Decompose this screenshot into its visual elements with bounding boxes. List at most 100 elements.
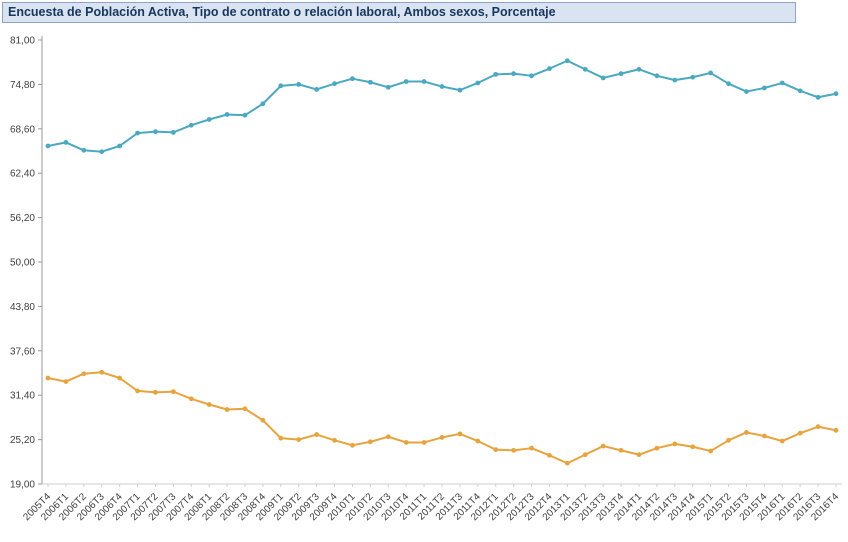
data-point-serie-superior-teal bbox=[457, 87, 463, 93]
data-point-serie-inferior-orange bbox=[618, 447, 624, 453]
data-point-serie-superior-teal bbox=[690, 74, 696, 80]
y-tick-label: 50,00 bbox=[10, 258, 35, 269]
data-point-serie-inferior-orange bbox=[511, 447, 517, 453]
data-point-serie-superior-teal bbox=[403, 79, 409, 84]
data-point-serie-superior-teal bbox=[421, 79, 427, 84]
data-point-serie-inferior-orange bbox=[672, 441, 678, 447]
y-tick-label: 56,20 bbox=[10, 213, 35, 224]
y-tick-label: 62,40 bbox=[10, 169, 35, 180]
data-point-serie-superior-teal bbox=[672, 77, 678, 83]
data-point-serie-inferior-orange bbox=[654, 445, 660, 451]
data-point-serie-superior-teal bbox=[81, 147, 87, 153]
y-tick-label: 31,40 bbox=[10, 391, 35, 402]
data-point-serie-superior-teal bbox=[564, 58, 570, 64]
data-point-serie-inferior-orange bbox=[224, 407, 230, 412]
data-point-serie-superior-teal bbox=[511, 71, 517, 77]
data-point-serie-inferior-orange bbox=[278, 435, 284, 441]
data-point-serie-inferior-orange bbox=[744, 430, 749, 435]
data-point-serie-inferior-orange bbox=[296, 437, 302, 442]
data-point-serie-inferior-orange bbox=[332, 437, 337, 443]
series-line-serie-inferior-orange bbox=[47, 371, 837, 465]
data-point-serie-superior-teal bbox=[45, 143, 51, 149]
data-point-serie-inferior-orange bbox=[600, 443, 606, 449]
data-point-serie-inferior-orange bbox=[314, 432, 320, 437]
y-tick-label: 43,80 bbox=[10, 302, 35, 313]
data-point-serie-inferior-orange bbox=[153, 389, 158, 395]
data-point-serie-inferior-orange bbox=[421, 440, 427, 445]
data-point-serie-superior-teal bbox=[547, 66, 552, 72]
data-point-serie-superior-teal bbox=[332, 81, 337, 87]
data-point-serie-superior-teal bbox=[744, 89, 749, 94]
data-point-serie-superior-teal bbox=[582, 66, 588, 72]
data-point-serie-inferior-orange bbox=[206, 402, 212, 407]
data-point-serie-superior-teal bbox=[439, 84, 445, 89]
data-point-serie-inferior-orange bbox=[170, 389, 176, 395]
data-point-serie-inferior-orange bbox=[260, 417, 266, 423]
data-point-serie-superior-teal bbox=[618, 71, 624, 77]
data-point-serie-inferior-orange bbox=[564, 460, 570, 466]
data-point-serie-inferior-orange bbox=[81, 371, 87, 377]
data-point-serie-inferior-orange bbox=[529, 445, 534, 451]
data-point-serie-inferior-orange bbox=[779, 438, 785, 444]
data-point-serie-inferior-orange bbox=[493, 447, 499, 453]
data-point-serie-superior-teal bbox=[188, 122, 194, 128]
data-point-serie-superior-teal bbox=[797, 88, 803, 94]
data-point-serie-inferior-orange bbox=[457, 431, 463, 437]
data-point-serie-superior-teal bbox=[314, 87, 320, 92]
series-line-serie-superior-teal bbox=[47, 59, 837, 153]
data-point-serie-superior-teal bbox=[529, 73, 534, 79]
data-point-serie-inferior-orange bbox=[403, 440, 409, 445]
data-point-serie-superior-teal bbox=[224, 112, 230, 117]
data-point-serie-superior-teal bbox=[153, 129, 158, 135]
data-point-serie-inferior-orange bbox=[797, 430, 803, 436]
data-point-serie-inferior-orange bbox=[45, 375, 51, 381]
data-point-serie-inferior-orange bbox=[242, 406, 248, 412]
y-tick-label: 37,60 bbox=[10, 346, 35, 357]
data-point-serie-superior-teal bbox=[99, 149, 105, 155]
data-point-serie-inferior-orange bbox=[99, 369, 105, 375]
data-point-serie-inferior-orange bbox=[708, 448, 714, 454]
data-point-serie-inferior-orange bbox=[135, 388, 140, 394]
data-point-serie-superior-teal bbox=[170, 129, 176, 135]
data-point-serie-superior-teal bbox=[350, 76, 355, 82]
data-point-serie-superior-teal bbox=[708, 70, 714, 76]
data-point-serie-inferior-orange bbox=[833, 427, 839, 433]
data-point-serie-superior-teal bbox=[206, 117, 212, 122]
data-point-serie-superior-teal bbox=[367, 79, 373, 85]
data-point-serie-superior-teal bbox=[117, 143, 123, 149]
data-point-serie-superior-teal bbox=[63, 140, 69, 145]
data-point-serie-inferior-orange bbox=[475, 438, 481, 444]
data-point-serie-inferior-orange bbox=[636, 452, 642, 458]
y-tick-label: 68,60 bbox=[10, 124, 35, 135]
data-point-serie-inferior-orange bbox=[761, 433, 767, 439]
data-point-serie-inferior-orange bbox=[63, 379, 69, 384]
data-point-serie-inferior-orange bbox=[367, 439, 373, 445]
data-point-serie-superior-teal bbox=[833, 91, 839, 97]
y-tick-label: 74,80 bbox=[10, 80, 35, 91]
data-point-serie-superior-teal bbox=[779, 80, 785, 86]
data-point-serie-superior-teal bbox=[385, 84, 391, 90]
data-point-serie-inferior-orange bbox=[350, 442, 355, 448]
data-point-serie-superior-teal bbox=[815, 94, 821, 100]
data-point-serie-superior-teal bbox=[260, 101, 266, 107]
data-point-serie-inferior-orange bbox=[582, 452, 588, 458]
data-point-serie-superior-teal bbox=[761, 85, 767, 91]
y-tick-label: 25,20 bbox=[10, 435, 35, 446]
data-point-serie-superior-teal bbox=[296, 82, 302, 87]
data-point-serie-superior-teal bbox=[636, 66, 642, 72]
data-point-serie-superior-teal bbox=[135, 130, 140, 136]
data-point-serie-inferior-orange bbox=[385, 434, 391, 440]
data-point-serie-superior-teal bbox=[242, 112, 248, 118]
data-point-serie-superior-teal bbox=[278, 83, 284, 89]
y-tick-label: 19,00 bbox=[10, 480, 35, 491]
data-point-serie-superior-teal bbox=[654, 73, 660, 79]
data-point-serie-superior-teal bbox=[493, 71, 499, 77]
data-point-serie-inferior-orange bbox=[726, 437, 731, 443]
data-point-serie-inferior-orange bbox=[188, 396, 194, 402]
data-point-serie-inferior-orange bbox=[117, 375, 123, 381]
data-point-serie-superior-teal bbox=[726, 81, 731, 87]
data-point-serie-inferior-orange bbox=[690, 444, 696, 450]
data-point-serie-superior-teal bbox=[600, 75, 606, 81]
data-point-serie-inferior-orange bbox=[439, 435, 445, 440]
